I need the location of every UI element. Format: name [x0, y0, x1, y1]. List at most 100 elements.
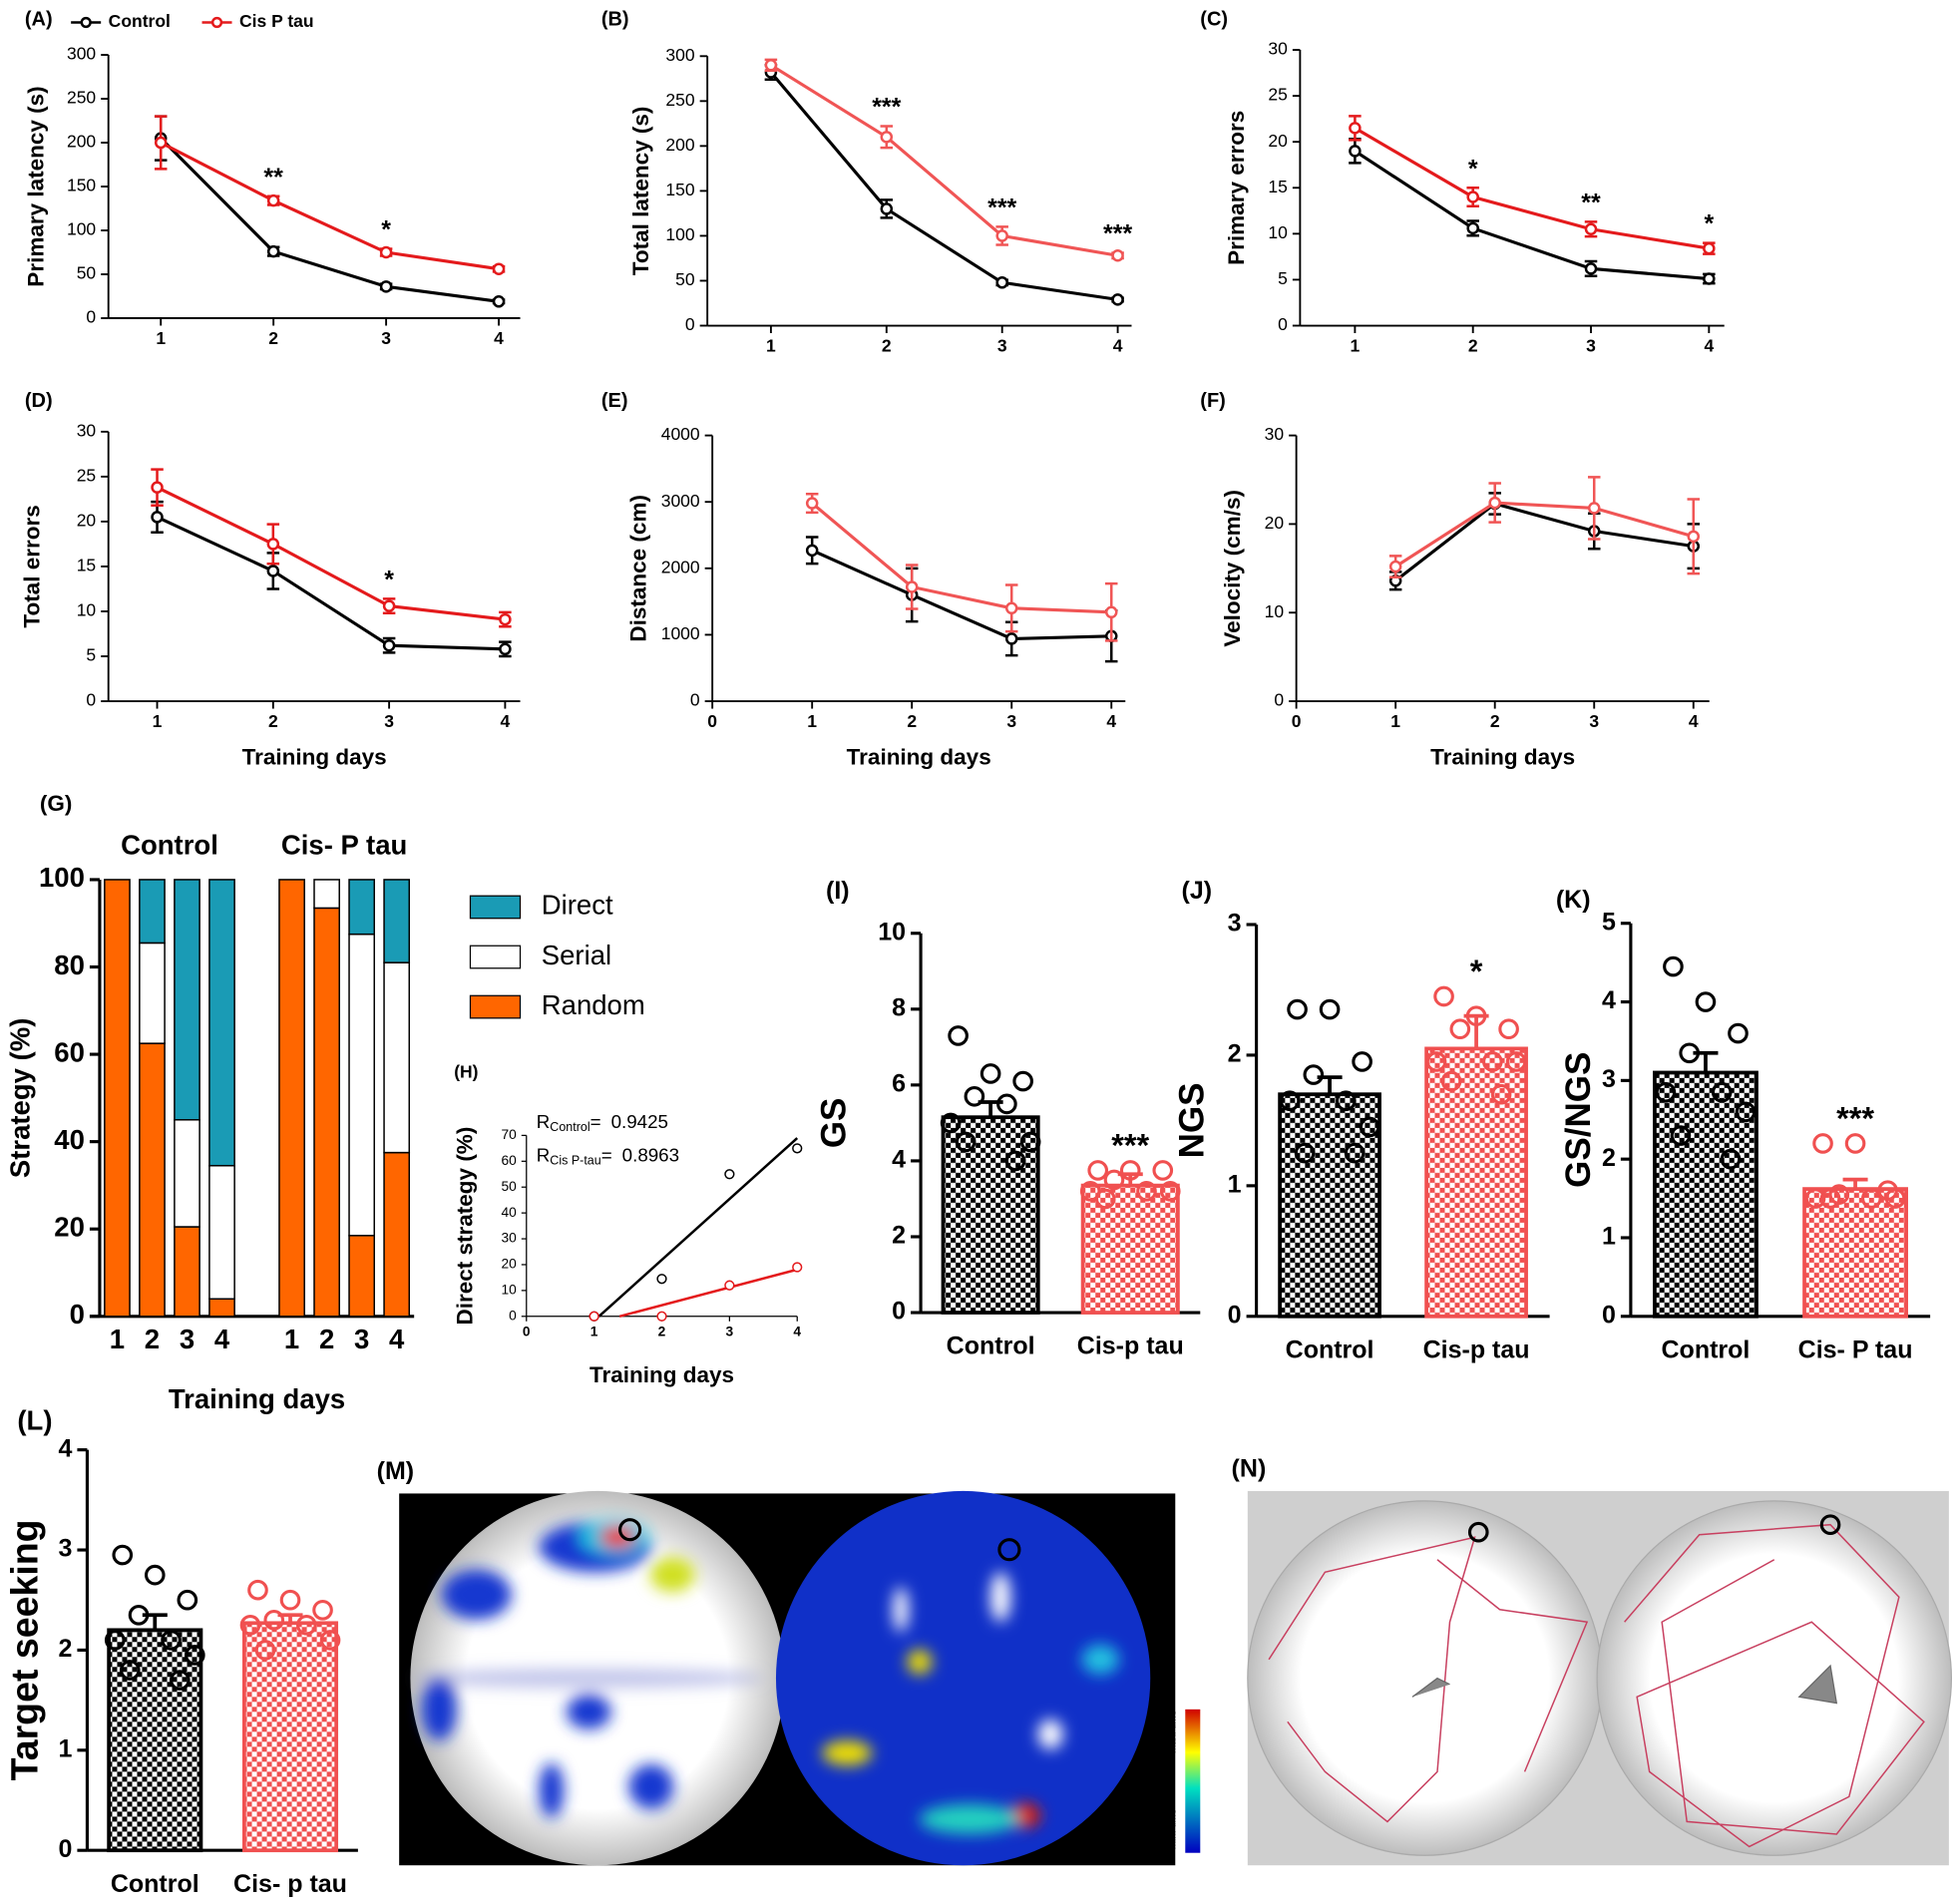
significance: ** — [263, 164, 283, 191]
y-tick-label: 25 — [77, 466, 96, 486]
x-tick-label: Control — [111, 1870, 199, 1898]
bar-segment — [383, 879, 411, 963]
significance: *** — [1111, 1127, 1149, 1163]
point — [1303, 1064, 1325, 1085]
marker — [266, 538, 280, 551]
x-tick-label: 2 — [268, 711, 278, 731]
point — [144, 1564, 166, 1586]
y-tick-label: 1 — [1228, 1170, 1242, 1198]
bar-segment — [383, 961, 411, 1154]
significance: * — [1704, 210, 1714, 238]
point — [1844, 1133, 1866, 1154]
x-tick-label: 0 — [707, 711, 717, 731]
y-tick-label: 2 — [59, 1635, 73, 1663]
y-tick-label: 1 — [1602, 1223, 1616, 1251]
y-axis-title: GS/NGS — [1559, 1052, 1598, 1188]
point — [948, 1025, 969, 1046]
y-axis-title: GS — [814, 1098, 853, 1149]
x-tick-label: 2 — [1490, 711, 1500, 731]
point — [279, 1589, 301, 1611]
point — [1019, 1131, 1041, 1153]
line — [1354, 150, 1710, 281]
x-axis-title: Training days — [847, 745, 991, 770]
y-axis-title: Velocity (cm/s) — [1220, 490, 1245, 647]
y-tick-label: 3000 — [661, 491, 700, 511]
y-tick-label: 50 — [675, 269, 695, 289]
panel-label: (B) — [601, 8, 629, 30]
point — [185, 1645, 205, 1666]
x-tick-label: 2 — [882, 336, 892, 356]
y-tick-label: 10 — [501, 1283, 517, 1298]
marker — [1584, 222, 1598, 235]
x-tick-label: 3 — [381, 328, 391, 348]
x-tick-label: 2 — [658, 1324, 666, 1338]
line — [811, 502, 1112, 614]
point — [1670, 1125, 1692, 1146]
y-tick-label: 0 — [892, 1298, 906, 1326]
significance: *** — [987, 194, 1016, 222]
point — [1087, 1160, 1109, 1181]
x-tick-label: 3 — [726, 1324, 734, 1338]
marker — [995, 276, 1008, 289]
x-tick-label: 3 — [384, 711, 394, 731]
point — [1359, 1116, 1380, 1138]
y-tick-label: 15 — [1268, 177, 1287, 196]
point — [792, 1143, 803, 1154]
x-tick-label: 4 — [494, 328, 504, 348]
x-tick-label: 1 — [284, 1324, 299, 1354]
y-tick-label: 1 — [59, 1734, 73, 1762]
y-tick-label: 10 — [1265, 601, 1285, 621]
x-tick-label: Control — [1662, 1335, 1751, 1363]
point — [254, 1640, 276, 1661]
x-tick-label: 1 — [1390, 711, 1400, 731]
y-axis-title: Total latency (s) — [628, 107, 653, 276]
y-tick-label: 200 — [67, 132, 96, 152]
point — [1287, 998, 1308, 1020]
x-tick-label: Control — [947, 1333, 1035, 1360]
x-tick-label: 2 — [1468, 336, 1478, 356]
line — [1394, 502, 1695, 582]
y-tick-label: 5 — [86, 645, 96, 665]
panel-label: (D) — [25, 390, 53, 412]
r-equals: = — [590, 1111, 601, 1132]
x-axis-title: Training days — [169, 1383, 345, 1414]
y-tick-label: 6 — [892, 1069, 906, 1097]
panel-label: (E) — [601, 390, 628, 412]
y-tick-label: 40 — [501, 1205, 517, 1220]
r-equals: = — [601, 1145, 612, 1166]
point — [955, 1131, 977, 1153]
marker — [1004, 632, 1018, 645]
y-tick-label: 20 — [54, 1211, 85, 1242]
point — [979, 1063, 1001, 1084]
point — [1812, 1133, 1833, 1154]
marker — [805, 544, 819, 558]
y-tick-label: 10 — [77, 600, 97, 620]
significance: * — [1470, 953, 1483, 989]
bar-segment — [139, 1042, 166, 1318]
point — [656, 1311, 667, 1322]
x-tick-label: 3 — [180, 1324, 195, 1354]
y-tick-label: 0 — [1278, 314, 1288, 334]
legend-swatch — [469, 945, 522, 969]
significance: *** — [1836, 1100, 1874, 1136]
point — [656, 1274, 667, 1285]
legend-label: Random — [542, 989, 645, 1020]
marker — [1111, 293, 1124, 306]
y-tick-label: 300 — [665, 45, 694, 65]
point — [792, 1262, 803, 1273]
y-tick-label: 80 — [54, 950, 85, 980]
bar-segment — [174, 879, 200, 1121]
marker — [492, 262, 506, 275]
marker — [1349, 145, 1362, 158]
marker — [1587, 502, 1601, 515]
point — [295, 1615, 317, 1636]
y-tick-label: 10 — [878, 918, 906, 946]
x-tick-label: 2 — [268, 328, 278, 348]
point — [1152, 1160, 1174, 1181]
r-symbol: R — [537, 1111, 551, 1132]
point — [312, 1599, 333, 1621]
marker — [905, 580, 919, 593]
point — [1425, 1051, 1447, 1072]
point — [724, 1280, 735, 1291]
